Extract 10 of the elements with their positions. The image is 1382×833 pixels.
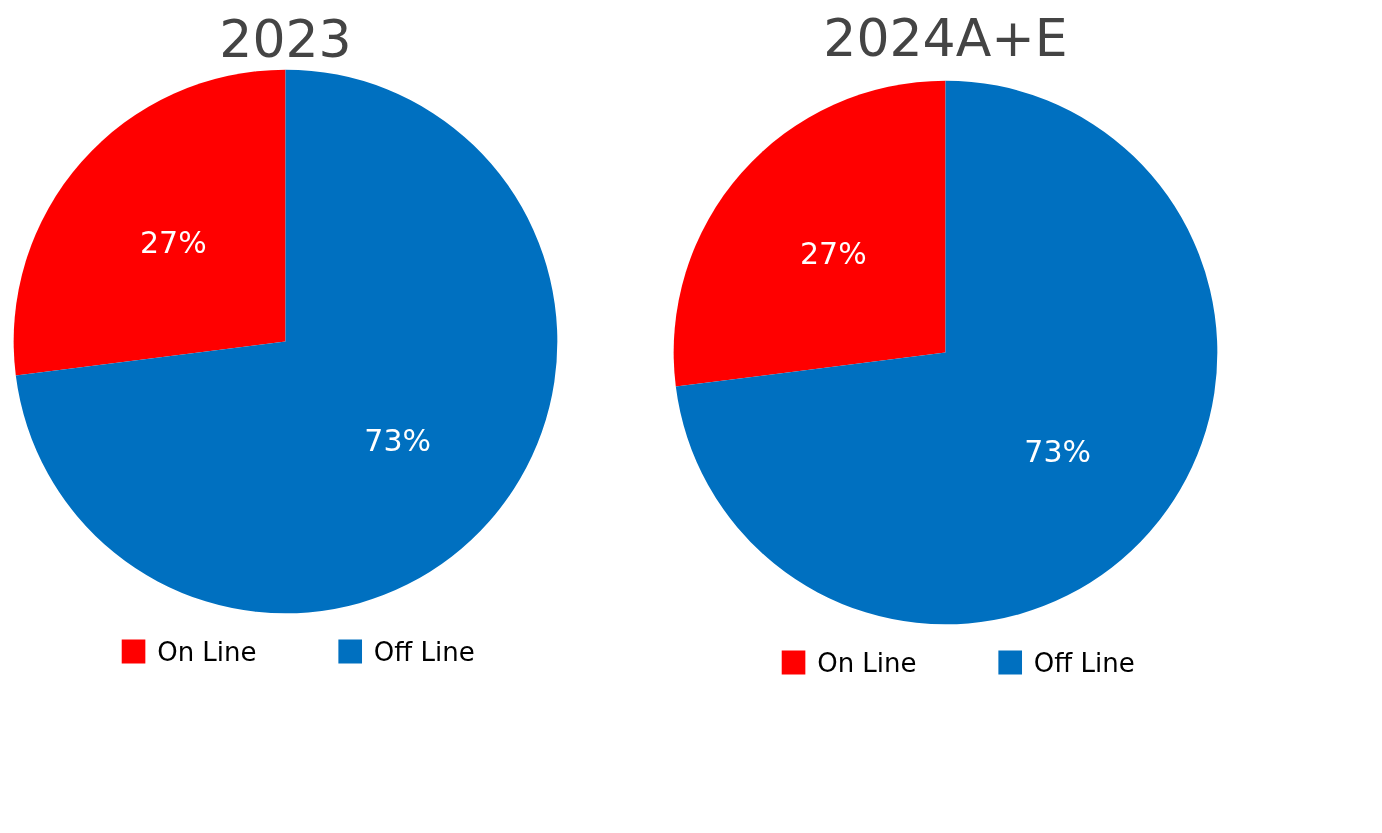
chart-title: 2024A+E bbox=[823, 7, 1068, 68]
legend-label: On Line bbox=[817, 647, 917, 678]
legend-label: On Line bbox=[157, 636, 257, 667]
data-label: 27% bbox=[800, 236, 867, 272]
data-label: 73% bbox=[1024, 433, 1091, 469]
chart-title: 2023 bbox=[219, 8, 352, 69]
legend-label: Off Line bbox=[1033, 647, 1135, 678]
data-label: 27% bbox=[140, 225, 207, 261]
data-label: 73% bbox=[364, 422, 431, 458]
legend-label: Off Line bbox=[373, 636, 475, 667]
